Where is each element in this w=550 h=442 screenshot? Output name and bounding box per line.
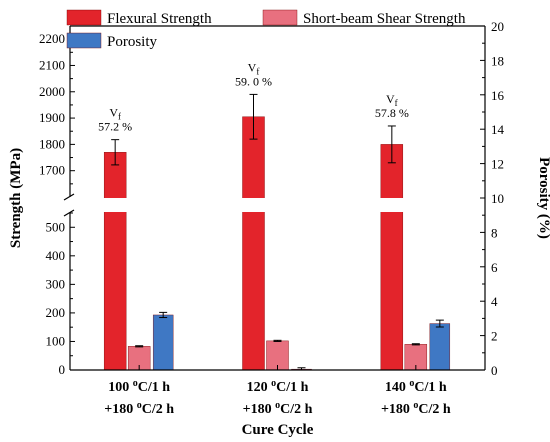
left-tick-label-6: 1700 <box>39 163 65 178</box>
category-label-line2-1: +180 oC/2 h <box>243 400 313 417</box>
right-tick-label-7: 14 <box>491 122 505 137</box>
right-tick-label-4: 8 <box>491 225 498 240</box>
bars-layer <box>62 93 493 371</box>
category-label-line1-1: 120 oC/1 h <box>247 378 309 395</box>
right-tick-label-0: 0 <box>491 363 498 378</box>
left-tick-label-1: 100 <box>46 333 66 348</box>
axis-break-gap <box>62 198 493 212</box>
y-axis-right-title: Porosity (%) <box>536 157 550 239</box>
right-tick-label-8: 16 <box>491 88 505 103</box>
legend-label-0: Flexural Strength <box>107 11 212 27</box>
legend-swatch-0 <box>66 9 102 26</box>
left-tick-label-2: 200 <box>46 305 66 320</box>
axes-layer: 0100200300400500170018001900200021002200… <box>39 19 505 378</box>
left-tick-label-11: 2200 <box>39 31 65 46</box>
right-tick-label-6: 12 <box>491 157 504 172</box>
category-label-line2-0: +180 oC/2 h <box>104 400 174 417</box>
left-tick-label-0: 0 <box>59 362 66 377</box>
bar-2-0 <box>152 314 174 371</box>
bar-2-2 <box>429 323 451 371</box>
left-tick-label-9: 2000 <box>39 84 65 99</box>
right-tick-label-9: 18 <box>491 53 504 68</box>
break-mark-upper <box>63 193 75 201</box>
bar-0-1 <box>242 116 265 371</box>
right-tick-label-2: 4 <box>491 294 498 309</box>
annotation-value-0: 57.2 % <box>98 120 132 134</box>
left-tick-label-10: 2100 <box>39 57 65 72</box>
category-label-line1-0: 100 oC/1 h <box>108 378 170 395</box>
annotation-label-2: Vf <box>386 92 398 108</box>
annotation-label-1: Vf <box>248 60 260 76</box>
x-axis-title: Cure Cycle <box>242 422 314 438</box>
legend: Flexural Strength Short-beam Shear Streng… <box>66 9 466 50</box>
left-tick-label-3: 300 <box>46 276 66 291</box>
right-tick-label-1: 2 <box>491 329 498 344</box>
annotation-value-1: 59. 0 % <box>235 74 272 88</box>
category-label-line2-2: +180 oC/2 h <box>381 400 451 417</box>
break-mark-lower <box>63 209 75 217</box>
left-tick-label-4: 400 <box>46 248 66 263</box>
annotation-value-2: 57.8 % <box>375 106 409 120</box>
legend-swatch-1 <box>262 9 298 26</box>
legend-label-2: Porosity <box>107 34 158 50</box>
right-tick-label-10: 20 <box>491 19 504 34</box>
y-axis-left-title: Strength (MPa) <box>8 148 24 248</box>
labels-layer: 100 oC/1 h +180 oC/2 h 120 oC/1 h +180 oC/2… <box>8 60 550 438</box>
right-tick-label-5: 10 <box>491 191 504 206</box>
bar-0-0 <box>103 152 127 371</box>
bar-0-2 <box>380 144 404 371</box>
left-tick-label-8: 1900 <box>39 110 65 125</box>
left-tick-label-5: 500 <box>46 219 66 234</box>
legend-label-1: Short-beam Shear Strength <box>303 11 466 27</box>
legend-swatch-2 <box>66 32 102 49</box>
category-label-line1-2: 140 oC/1 h <box>385 378 447 395</box>
right-tick-label-3: 6 <box>491 260 498 275</box>
left-tick-label-7: 1800 <box>39 136 65 151</box>
annotation-label-0: Vf <box>109 106 121 122</box>
